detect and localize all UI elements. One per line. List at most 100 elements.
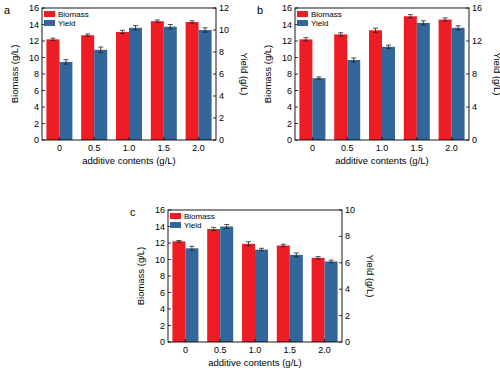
x-axis-title: additive contents (g/L) bbox=[335, 155, 428, 166]
x-tick bbox=[324, 339, 325, 342]
bar bbox=[129, 28, 142, 140]
x-tick-label: 1.5 bbox=[284, 345, 297, 355]
plot-frame bbox=[42, 8, 216, 140]
x-tick-label: 0 bbox=[57, 143, 62, 153]
error-bar bbox=[316, 77, 321, 79]
y-tick bbox=[295, 74, 298, 75]
y-tick bbox=[295, 90, 298, 91]
x-tick-label: 1.0 bbox=[249, 345, 262, 355]
y2-tick-label: 4 bbox=[345, 284, 350, 294]
y2-tick bbox=[213, 96, 216, 97]
bar bbox=[325, 261, 338, 342]
y-tick-label: 8 bbox=[34, 69, 39, 79]
panel-label: c bbox=[130, 206, 136, 218]
error-bar bbox=[98, 47, 103, 53]
y2-tick bbox=[466, 8, 469, 9]
plot-frame bbox=[168, 210, 342, 342]
error-bar bbox=[176, 241, 181, 243]
y2-tick-label: 10 bbox=[345, 205, 355, 215]
error-bar bbox=[63, 60, 68, 64]
error-bar bbox=[373, 28, 378, 32]
error-bar bbox=[281, 244, 286, 246]
legend-label: Biomass bbox=[184, 212, 215, 221]
bars bbox=[46, 20, 211, 140]
y2-tick bbox=[213, 118, 216, 119]
error-bar bbox=[168, 25, 173, 29]
legend: BiomassYield bbox=[44, 10, 89, 28]
error-bar bbox=[421, 21, 426, 25]
y-tick-label: 2 bbox=[287, 119, 292, 129]
error-bar bbox=[133, 26, 138, 30]
y-axis-title: Biomass (g/L) bbox=[9, 45, 20, 104]
legend: BiomassYield bbox=[297, 10, 342, 28]
error-bar bbox=[443, 18, 448, 21]
x-tick-label: 0.5 bbox=[341, 143, 354, 153]
y2-tick-label: 16 bbox=[472, 3, 482, 13]
legend-swatch bbox=[44, 20, 55, 26]
legend-label: Yield bbox=[311, 19, 329, 28]
plot-frame bbox=[295, 8, 469, 140]
error-bar bbox=[338, 33, 343, 36]
y2-tick bbox=[339, 342, 342, 343]
y2-tick-label: 4 bbox=[219, 91, 224, 101]
y-tick bbox=[168, 259, 171, 260]
y-tick bbox=[295, 8, 298, 9]
error-bar bbox=[189, 246, 194, 250]
y-tick-label: 4 bbox=[287, 102, 292, 112]
y-tick bbox=[42, 41, 45, 42]
bar bbox=[186, 22, 199, 140]
y2-tick-label: 8 bbox=[472, 69, 477, 79]
bar bbox=[312, 78, 325, 140]
x-tick-label: 1.5 bbox=[411, 143, 424, 153]
y2-axis-title: Yield (g/L) bbox=[365, 255, 376, 298]
x-tick bbox=[289, 339, 290, 342]
y2-tick bbox=[213, 8, 216, 9]
y-tick-label: 6 bbox=[287, 86, 292, 96]
y2-tick bbox=[213, 30, 216, 31]
bar bbox=[452, 28, 465, 140]
y-tick-label: 4 bbox=[34, 102, 39, 112]
x-tick bbox=[185, 339, 186, 342]
y-tick-label: 0 bbox=[287, 135, 292, 145]
y-tick bbox=[42, 140, 45, 141]
x-tick bbox=[163, 137, 164, 140]
error-bar bbox=[211, 227, 216, 230]
y-tick-label: 6 bbox=[160, 288, 165, 298]
error-bar bbox=[155, 20, 160, 22]
y-tick-label: 16 bbox=[29, 3, 39, 13]
y-tick-label: 2 bbox=[160, 321, 165, 331]
error-bar bbox=[329, 260, 334, 263]
y-tick bbox=[168, 210, 171, 211]
y-tick bbox=[42, 123, 45, 124]
bar bbox=[199, 30, 212, 140]
y2-tick bbox=[466, 140, 469, 141]
y-tick bbox=[168, 292, 171, 293]
legend-swatch bbox=[170, 213, 181, 219]
bar bbox=[290, 255, 303, 342]
error-bar bbox=[203, 28, 208, 32]
y2-tick bbox=[339, 262, 342, 263]
y-tick-label: 14 bbox=[155, 222, 165, 232]
bar bbox=[417, 23, 430, 140]
y2-tick-label: 10 bbox=[219, 25, 229, 35]
y2-tick bbox=[339, 236, 342, 237]
y2-tick bbox=[213, 74, 216, 75]
x-tick-label: 1.5 bbox=[158, 143, 171, 153]
bar bbox=[347, 60, 360, 140]
y2-tick bbox=[466, 41, 469, 42]
error-bar bbox=[85, 34, 90, 36]
bars bbox=[299, 15, 464, 140]
error-bar bbox=[408, 15, 413, 18]
error-bar bbox=[246, 242, 251, 246]
x-tick-label: 2.0 bbox=[445, 143, 458, 153]
legend-swatch bbox=[170, 222, 181, 228]
panel: 0246810121416048121600.51.01.52.0additiv… bbox=[257, 3, 500, 166]
y2-tick bbox=[213, 52, 216, 53]
y-tick bbox=[42, 107, 45, 108]
y2-tick-label: 0 bbox=[219, 135, 224, 145]
y-tick-label: 12 bbox=[29, 36, 39, 46]
y2-tick bbox=[466, 74, 469, 75]
y-tick-label: 14 bbox=[282, 20, 292, 30]
y-tick bbox=[295, 41, 298, 42]
y-tick-label: 6 bbox=[34, 86, 39, 96]
